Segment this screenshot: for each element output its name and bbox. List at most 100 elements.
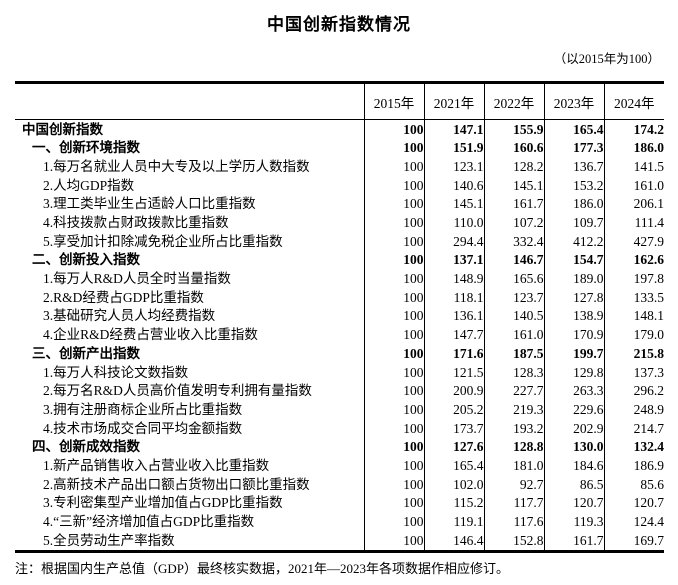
row-label: 2.每万名R&D人员高价值发明专利拥有量指数: [43, 383, 312, 399]
row-value: 171.6: [423, 344, 484, 363]
row-label: 一、创新环境指数: [32, 140, 140, 156]
table-header-row: 2015年 2021年 2022年 2023年 2024年: [15, 82, 664, 120]
table-row: 4.企业R&D经费占营业收入比重指数 100 147.7 161.0 170.9 179.…: [15, 325, 664, 345]
page-title: 中国创新指数情况: [267, 15, 411, 34]
row-value: 205.2: [423, 400, 484, 419]
row-value: 148.1: [603, 306, 664, 326]
table-row: 三、创新产出指数 100 171.6 187.5 199.7 215.8: [15, 344, 664, 363]
row-value: 115.2: [423, 493, 484, 513]
year-header: 2015年: [363, 82, 424, 120]
row-value: 197.8: [603, 269, 664, 289]
row-label: 四、创新成效指数: [32, 439, 140, 455]
row-value: 100: [363, 400, 424, 419]
row-label: 中国创新指数: [22, 121, 103, 137]
row-value: 100: [363, 232, 424, 251]
row-value: 145.1: [483, 176, 544, 195]
row-value: 100: [363, 176, 424, 195]
row-value: 107.2: [483, 213, 544, 233]
row-value: 165.4: [543, 119, 604, 139]
table-row: 3.基础研究人员人均经费指数 100 136.1 140.5 138.9 148.1: [15, 306, 664, 326]
row-value: 124.4: [603, 512, 664, 532]
row-label: 5.享受加计扣除减免税企业所占比重指数: [43, 233, 283, 249]
row-value: 165.4: [423, 456, 484, 476]
row-value: 137.1: [423, 250, 484, 270]
row-label: 4.企业R&D经费占营业收入比重指数: [43, 327, 258, 343]
corner-cell: [15, 82, 364, 120]
row-value: 140.5: [483, 306, 544, 326]
table-row: 1.每万人R&D人员全时当量指数 100 148.9 165.6 189.0 197.8: [15, 269, 664, 289]
row-label: 2.人均GDP指数: [43, 177, 135, 193]
row-value: 100: [363, 306, 424, 326]
table-row: 3.专利密集型产业增加值占GDP比重指数 100 115.2 117.7 120.7 12…: [15, 493, 664, 513]
table-row: 2.高新技术产品出口额占货物出口额比重指数 100 102.0 92.7 86.5 85.…: [15, 475, 664, 494]
row-label: 1.每万人R&D人员全时当量指数: [43, 271, 231, 287]
row-value: 127.8: [543, 288, 604, 307]
row-value: 186.0: [543, 194, 604, 214]
row-value: 123.7: [483, 288, 544, 307]
row-value: 119.1: [423, 512, 484, 532]
row-value: 147.1: [423, 119, 484, 139]
innovation-index-table: 2015年 2021年 2022年 2023年 2024年 中国创新指数 100 147.1…: [15, 81, 664, 553]
year-header: 2021年: [423, 82, 484, 120]
row-value: 100: [363, 512, 424, 532]
row-value: 100: [363, 157, 424, 177]
row-value: 109.7: [543, 213, 604, 233]
row-value: 186.9: [603, 456, 664, 476]
row-value: 161.0: [483, 325, 544, 345]
row-value: 120.7: [543, 493, 604, 513]
row-value: 177.3: [543, 138, 604, 158]
row-value: 92.7: [483, 475, 544, 494]
row-value: 153.2: [543, 176, 604, 195]
row-label: 二、创新投入指数: [32, 252, 140, 268]
row-value: 117.7: [483, 493, 544, 513]
row-value: 200.9: [423, 381, 484, 401]
row-value: 229.6: [543, 400, 604, 419]
row-value: 206.1: [603, 194, 664, 214]
row-value: 151.9: [423, 138, 484, 158]
row-value: 128.8: [483, 437, 544, 457]
row-value: 263.3: [543, 381, 604, 401]
table-row: 一、创新环境指数 100 151.9 160.6 177.3 186.0: [15, 138, 664, 158]
row-value: 100: [363, 288, 424, 307]
footnote: 注：根据国内生产总值（GDP）最终核实数据，2021年—2023年各项数据作相应…: [15, 560, 510, 576]
row-value: 219.3: [483, 400, 544, 419]
row-value: 86.5: [543, 475, 604, 494]
row-label: 3.拥有注册商标企业所占比重指数: [43, 401, 243, 417]
row-value: 179.0: [603, 325, 664, 345]
row-value: 412.2: [543, 232, 604, 251]
row-value: 119.3: [543, 512, 604, 532]
row-label: 3.专利密集型产业增加值占GDP比重指数: [43, 495, 283, 511]
row-value: 133.5: [603, 288, 664, 307]
row-label: 1.每万名就业人员中大专及以上学历人数指数: [43, 158, 310, 174]
row-value: 137.3: [603, 362, 664, 382]
row-value: 121.5: [423, 362, 484, 382]
row-value: 170.9: [543, 325, 604, 345]
row-value: 214.7: [603, 419, 664, 438]
row-value: 138.9: [543, 306, 604, 326]
row-value: 189.0: [543, 269, 604, 289]
row-value: 154.7: [543, 250, 604, 270]
row-value: 100: [363, 138, 424, 158]
row-value: 100: [363, 325, 424, 345]
row-value: 181.0: [483, 456, 544, 476]
row-value: 123.1: [423, 157, 484, 177]
row-label: 1.新产品销售收入占营业收入比重指数: [43, 457, 270, 473]
row-value: 136.1: [423, 306, 484, 326]
row-value: 100: [363, 250, 424, 270]
row-value: 127.6: [423, 437, 484, 457]
row-value: 146.4: [423, 531, 484, 552]
row-value: 160.6: [483, 138, 544, 158]
table-row: 5.全员劳动生产率指数 100 146.4 152.8 161.7 169.7: [15, 531, 664, 552]
row-value: 100: [363, 381, 424, 401]
row-value: 117.6: [483, 512, 544, 532]
row-value: 427.9: [603, 232, 664, 251]
row-value: 129.8: [543, 362, 604, 382]
row-value: 161.0: [603, 176, 664, 195]
row-value: 215.8: [603, 344, 664, 363]
row-value: 100: [363, 344, 424, 363]
table-row: 3.拥有注册商标企业所占比重指数 100 205.2 219.3 229.6 248.9: [15, 400, 664, 419]
row-label: 4.技术市场成交合同平均金额指数: [43, 420, 243, 436]
table-row: 1.新产品销售收入占营业收入比重指数 100 165.4 181.0 184.6 186.…: [15, 456, 664, 476]
row-value: 173.7: [423, 419, 484, 438]
row-value: 296.2: [603, 381, 664, 401]
